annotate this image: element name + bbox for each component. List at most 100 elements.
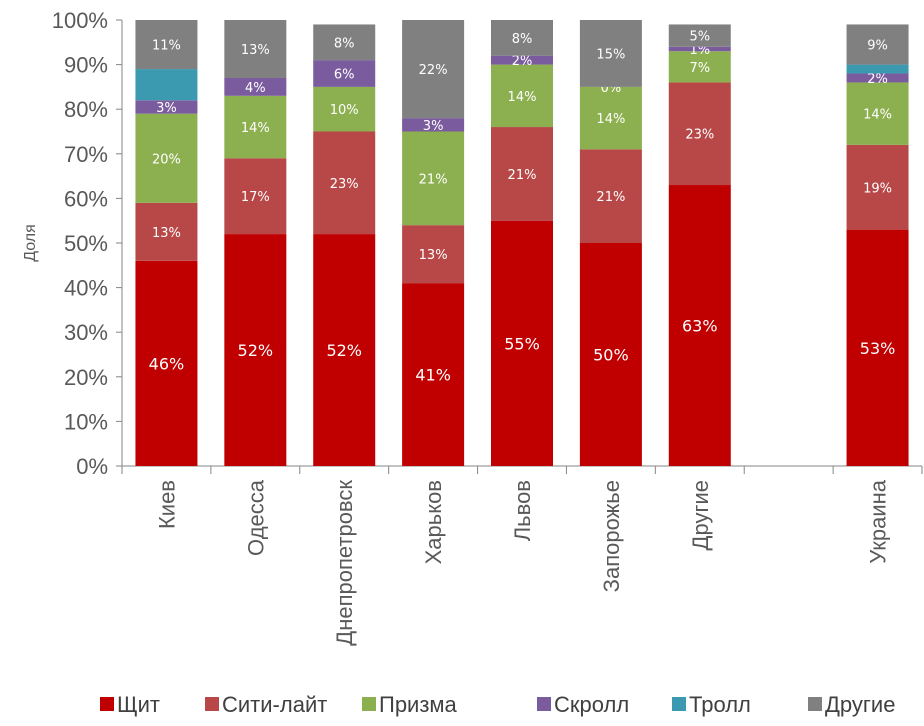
bar-segment: [579, 243, 642, 466]
data-label: 53%: [860, 339, 896, 358]
bar-segment: [135, 113, 198, 203]
bar-segment: [491, 220, 553, 466]
bar-segment: [846, 24, 909, 65]
legend-swatch: [808, 697, 822, 711]
x-category-label: Украина: [866, 479, 891, 564]
bar-segment: [402, 131, 465, 226]
data-label: 14%: [863, 108, 892, 123]
data-label: 13%: [152, 226, 181, 241]
bar-segment: [579, 149, 642, 243]
y-tick-label: 10%: [64, 409, 108, 434]
bar-segment: [224, 234, 287, 466]
bar-segment: [846, 64, 909, 74]
x-category-label: Другие: [688, 480, 713, 550]
y-tick-label: 70%: [64, 142, 108, 167]
data-label: 6%: [334, 68, 355, 83]
data-label: 5%: [689, 30, 710, 45]
bar-segment: [579, 20, 642, 87]
bar-segment: [846, 229, 909, 466]
bar-segment: [491, 64, 553, 128]
data-label: 21%: [508, 168, 537, 183]
y-axis-title: Доля: [22, 224, 39, 262]
data-label: 50%: [593, 346, 629, 365]
data-label: 13%: [419, 248, 448, 263]
y-tick-label: 50%: [64, 231, 108, 256]
data-label: 55%: [504, 334, 540, 353]
bar-segment: [135, 202, 198, 261]
data-label: 4%: [245, 81, 266, 96]
bar-segment: [846, 82, 909, 145]
data-label: 2%: [512, 54, 533, 69]
legend-label: Скролл: [554, 692, 629, 717]
x-category-label: Харьков: [421, 480, 446, 564]
data-label: 10%: [330, 103, 359, 118]
legend-swatch: [537, 697, 551, 711]
bar-segment: [135, 20, 198, 70]
legend-label: Призма: [379, 692, 458, 717]
legend-swatch: [205, 697, 219, 711]
y-tick-label: 80%: [64, 97, 108, 122]
bar-segment: [313, 24, 376, 61]
bar-segment: [668, 185, 731, 466]
x-category-label: Запорожье: [599, 480, 624, 592]
data-label: 21%: [596, 190, 625, 205]
bar-segment: [846, 73, 909, 83]
bar-segment: [313, 60, 376, 87]
y-tick-label: 40%: [64, 276, 108, 301]
bar-segment: [668, 24, 731, 47]
y-tick-label: 60%: [64, 186, 108, 211]
data-label: 11%: [152, 39, 181, 54]
data-label: 22%: [419, 63, 448, 78]
data-label: 8%: [334, 36, 355, 51]
data-label: 63%: [682, 317, 718, 336]
data-label: 41%: [415, 366, 451, 385]
data-label: 52%: [326, 341, 362, 360]
data-label: 14%: [508, 90, 537, 105]
y-tick-label: 100%: [52, 8, 108, 33]
data-label: 13%: [241, 43, 270, 58]
legend-swatch: [100, 697, 114, 711]
bar-segment: [135, 100, 198, 114]
bar-segment: [491, 55, 553, 65]
data-label: 3%: [423, 119, 444, 134]
bar-segment: [135, 69, 198, 101]
x-category-label: Киев: [154, 480, 179, 529]
legend-swatch: [672, 697, 686, 711]
legend-label: Другие: [825, 692, 895, 717]
bar-segment: [668, 46, 731, 52]
data-label: 19%: [863, 181, 892, 196]
bar-segment: [579, 86, 642, 150]
bar-segment: [402, 118, 465, 132]
legend-label: Тролл: [689, 692, 751, 717]
bar-segment: [402, 283, 465, 466]
bar-segment: [846, 144, 909, 230]
bar-segment: [313, 234, 376, 466]
legend-swatch: [362, 697, 376, 711]
data-label: 46%: [149, 354, 185, 373]
x-category-label: Одесса: [243, 479, 268, 556]
y-tick-label: 30%: [64, 320, 108, 345]
y-tick-label: 90%: [64, 53, 108, 78]
data-label: 14%: [241, 121, 270, 136]
data-label: 15%: [596, 47, 625, 62]
data-label: 20%: [152, 152, 181, 167]
data-label: 23%: [685, 128, 714, 143]
bar-segment: [224, 77, 287, 96]
bar-segment: [224, 158, 287, 235]
bar-segment: [402, 225, 465, 284]
y-tick-label: 0%: [76, 454, 108, 479]
x-category-label: Львов: [510, 480, 535, 541]
bar-segment: [402, 20, 465, 119]
bar-segment: [668, 82, 731, 186]
data-label: 14%: [596, 112, 625, 127]
data-label: 2%: [867, 72, 888, 87]
bar-segment: [668, 51, 731, 83]
data-label: 9%: [867, 39, 888, 54]
legend-label: Щит: [117, 692, 160, 717]
bar-segment: [224, 95, 287, 159]
bar-segment: [313, 86, 376, 132]
data-label: 21%: [419, 172, 448, 187]
y-tick-label: 20%: [64, 365, 108, 390]
